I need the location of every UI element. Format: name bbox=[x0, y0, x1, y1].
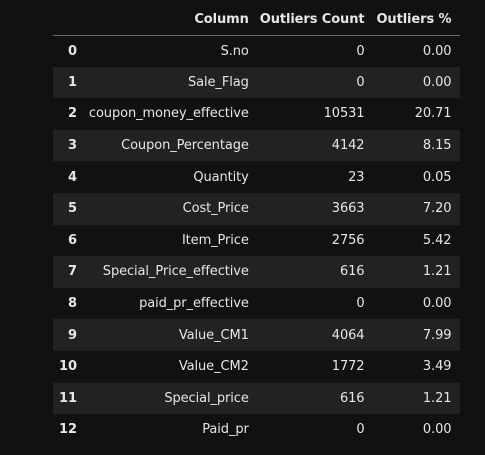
row-index: 5 bbox=[67, 201, 77, 217]
outliers-table: Column Outliers Count Outliers % 0 S.no 0 0… bbox=[53, 4, 461, 446]
column-name-cell: Quantity bbox=[193, 169, 249, 185]
row-index: 9 bbox=[67, 327, 77, 343]
column-name-cell: S.no bbox=[220, 43, 249, 59]
index-header bbox=[53, 4, 83, 36]
column-name-cell: Paid_pr bbox=[202, 422, 249, 438]
outliers-count-cell: 616 bbox=[339, 264, 365, 280]
outliers-percent-cell: 8.15 bbox=[422, 138, 452, 154]
outliers-count-cell: 0 bbox=[356, 296, 365, 312]
column-name-cell: Sale_Flag bbox=[188, 74, 249, 90]
row-index: 8 bbox=[67, 296, 77, 312]
table-header: Column Outliers Count Outliers % bbox=[53, 4, 461, 36]
outliers-percent-cell: 7.20 bbox=[422, 201, 452, 217]
column-name-cell: coupon_money_effective bbox=[88, 106, 249, 122]
outliers-percent-cell: 1.21 bbox=[422, 264, 452, 280]
outliers-count-cell: 3663 bbox=[331, 201, 365, 217]
table-row: 11 Special_price 616 1.21 bbox=[53, 382, 461, 415]
outliers-count-cell: 4142 bbox=[331, 138, 365, 154]
row-index: 10 bbox=[59, 359, 77, 375]
outliers-percent-cell: 0.00 bbox=[422, 74, 452, 90]
row-index: 11 bbox=[59, 390, 77, 406]
column-name-cell: Coupon_Percentage bbox=[121, 138, 249, 154]
table-row: 3 Coupon_Percentage 4142 8.15 bbox=[53, 129, 461, 162]
outliers-count-cell: 616 bbox=[339, 390, 365, 406]
column-name-cell: Value_CM1 bbox=[178, 327, 249, 343]
outliers-count-cell: 4064 bbox=[331, 327, 365, 343]
outliers-count-cell: 0 bbox=[356, 43, 365, 59]
outliers-percent-cell: 0.00 bbox=[422, 422, 452, 438]
table-row: 8 paid_pr_effective 0 0.00 bbox=[53, 287, 461, 320]
column-name-cell: paid_pr_effective bbox=[139, 296, 249, 312]
outliers-percent-cell: 0.00 bbox=[422, 296, 452, 312]
row-index: 0 bbox=[67, 43, 77, 59]
row-index: 6 bbox=[67, 232, 77, 248]
table-row: 2 coupon_money_effective 10531 20.71 bbox=[53, 98, 461, 130]
outliers-count-cell: 0 bbox=[356, 74, 365, 90]
outliers-count-cell: 2756 bbox=[331, 232, 365, 248]
outliers-percent-cell: 1.21 bbox=[422, 390, 452, 406]
outliers-percent-header: Outliers % bbox=[370, 4, 461, 36]
column-name-cell: Special_Price_effective bbox=[102, 264, 249, 280]
table-row: 10 Value_CM2 1772 3.49 bbox=[53, 350, 461, 383]
table-row: 0 S.no 0 0.00 bbox=[53, 35, 461, 67]
outliers-percent-cell: 0.05 bbox=[422, 169, 452, 185]
outliers-percent-cell: 20.71 bbox=[414, 106, 452, 122]
column-name-cell: Value_CM2 bbox=[178, 359, 249, 375]
row-index: 2 bbox=[67, 106, 77, 122]
row-index: 12 bbox=[59, 422, 77, 438]
column-name-cell: Cost_Price bbox=[182, 201, 249, 217]
outliers-percent-cell: 7.99 bbox=[422, 327, 452, 343]
outliers-percent-cell: 5.42 bbox=[422, 232, 452, 248]
outliers-count-cell: 0 bbox=[356, 422, 365, 438]
header-row: Column Outliers Count Outliers % bbox=[53, 4, 461, 36]
table-row: 12 Paid_pr 0 0.00 bbox=[53, 414, 461, 446]
row-index: 1 bbox=[67, 74, 77, 90]
table-row: 4 Quantity 23 0.05 bbox=[53, 161, 461, 193]
column-name-cell: Special_price bbox=[164, 390, 249, 406]
column-header: Column bbox=[82, 4, 254, 36]
row-index: 4 bbox=[67, 169, 77, 185]
outliers-count-header: Outliers Count bbox=[253, 4, 371, 36]
table-row: 7 Special_Price_effective 616 1.21 bbox=[53, 256, 461, 288]
table-row: 1 Sale_Flag 0 0.00 bbox=[53, 66, 461, 99]
dataframe-output: Column Outliers Count Outliers % 0 S.no 0 0… bbox=[53, 4, 461, 446]
row-index: 7 bbox=[67, 264, 77, 280]
outliers-percent-cell: 3.49 bbox=[422, 359, 452, 375]
outliers-count-cell: 23 bbox=[348, 169, 365, 185]
outliers-count-cell: 10531 bbox=[323, 106, 365, 122]
row-index: 3 bbox=[67, 138, 77, 154]
table-row: 5 Cost_Price 3663 7.20 bbox=[53, 192, 461, 225]
table-row: 9 Value_CM1 4064 7.99 bbox=[53, 319, 461, 351]
table-row: 6 Item_Price 2756 5.42 bbox=[53, 224, 461, 257]
outliers-percent-cell: 0.00 bbox=[422, 43, 452, 59]
table-body: 0 S.no 0 0.00 1 Sale_Flag 0 0.00 2 coupon_money_e… bbox=[53, 35, 461, 446]
outliers-count-cell: 1772 bbox=[331, 359, 365, 375]
column-name-cell: Item_Price bbox=[181, 232, 249, 248]
